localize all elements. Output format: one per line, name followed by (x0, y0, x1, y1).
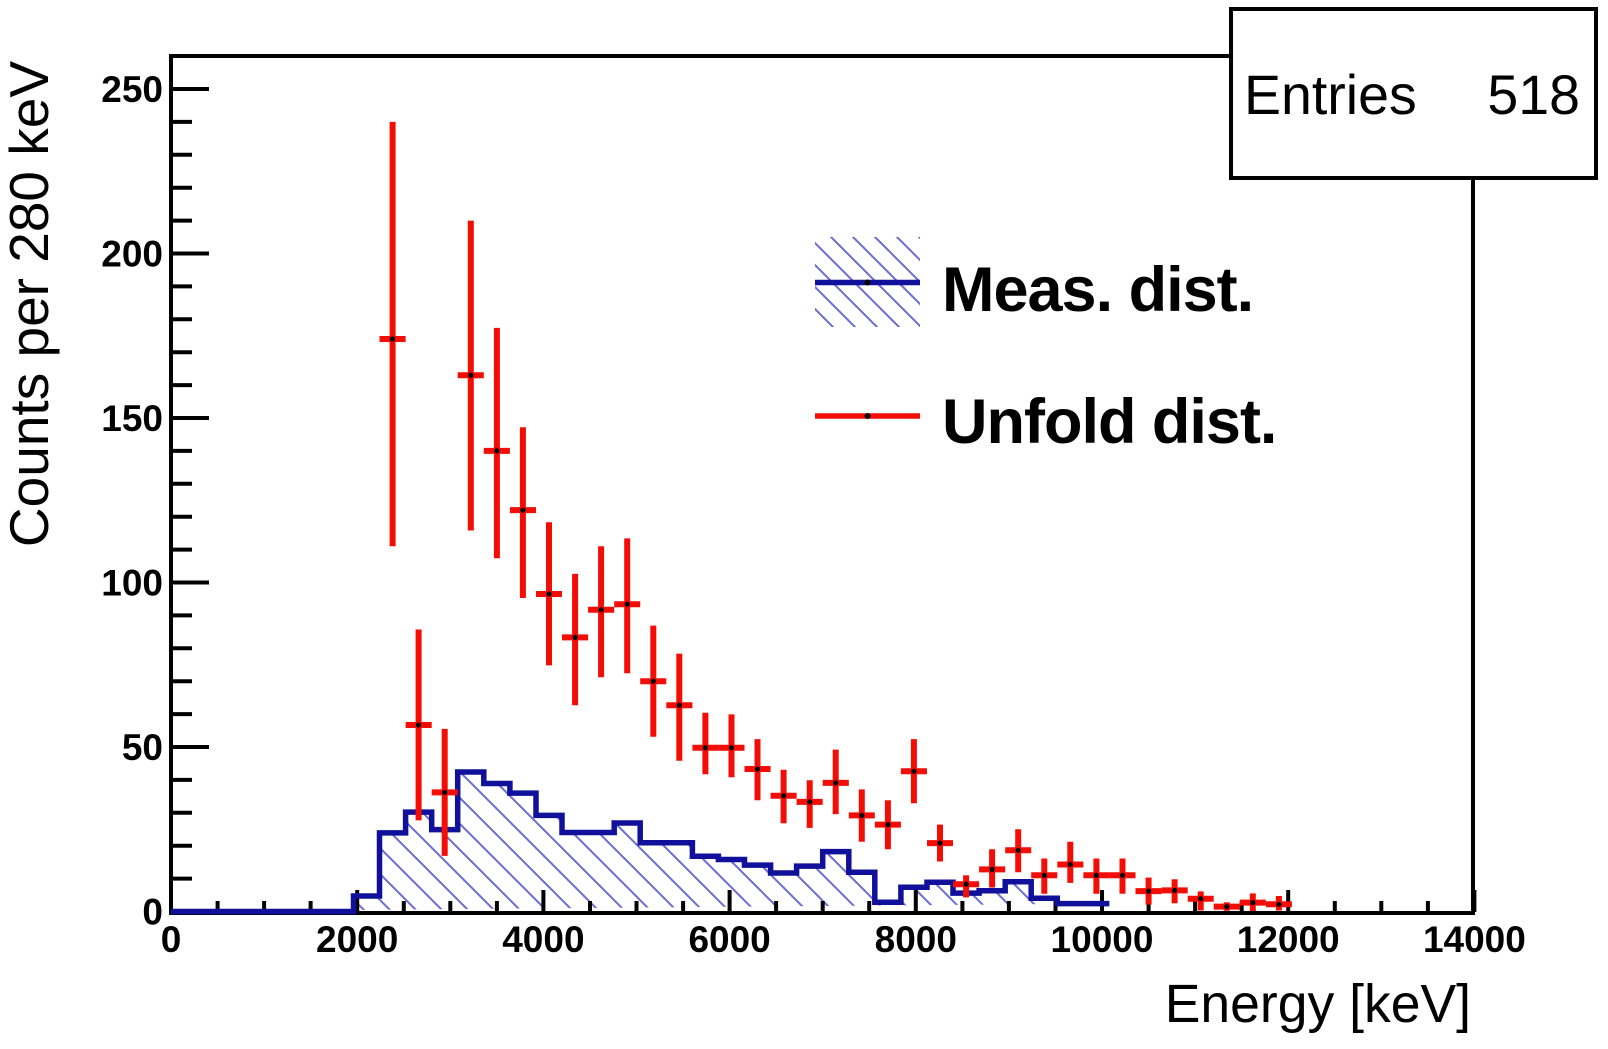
svg-text:250: 250 (101, 69, 163, 110)
svg-text:0: 0 (142, 892, 163, 933)
svg-text:100: 100 (101, 563, 163, 604)
svg-text:50: 50 (122, 727, 163, 768)
svg-text:14000: 14000 (1423, 919, 1526, 960)
svg-text:12000: 12000 (1237, 919, 1340, 960)
svg-text:150: 150 (101, 398, 163, 439)
svg-text:0: 0 (161, 919, 182, 960)
svg-text:Entries: Entries (1244, 64, 1417, 126)
svg-text:200: 200 (101, 234, 163, 275)
svg-text:10000: 10000 (1051, 919, 1154, 960)
svg-text:Unfold dist.: Unfold dist. (942, 387, 1276, 457)
svg-text:Counts per 280 keV: Counts per 280 keV (0, 61, 60, 547)
svg-text:4000: 4000 (502, 919, 584, 960)
svg-text:Energy [keV]: Energy [keV] (1165, 975, 1471, 1034)
svg-text:8000: 8000 (875, 919, 957, 960)
svg-text:Meas. dist.: Meas. dist. (942, 255, 1253, 325)
svg-text:518: 518 (1487, 64, 1580, 126)
svg-text:6000: 6000 (688, 919, 770, 960)
svg-text:2000: 2000 (316, 919, 398, 960)
